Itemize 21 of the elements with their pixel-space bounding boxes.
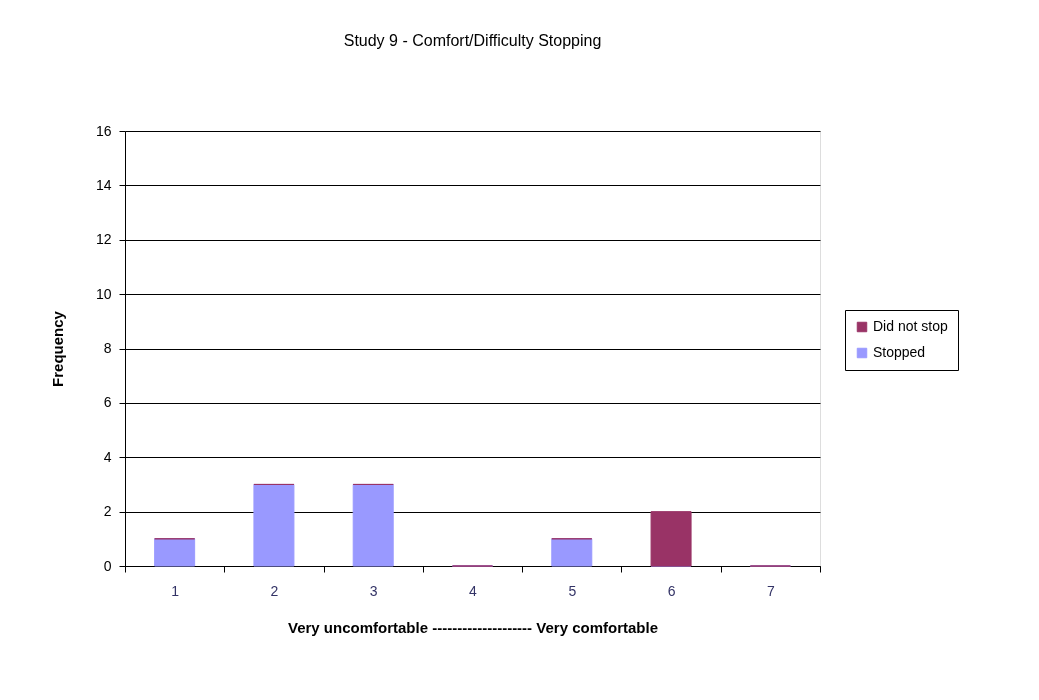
x-tick-label: 7	[766, 582, 775, 599]
y-tick-label: 4	[103, 448, 112, 465]
y-tick-label: 8	[103, 340, 112, 356]
y-tick-label: 10	[95, 285, 112, 302]
x-tick-label: 6	[667, 582, 676, 599]
y-tick-label: 12	[95, 231, 112, 248]
x-tick-label: 4	[469, 582, 478, 599]
y-tick-label: 0	[103, 557, 112, 574]
legend-label: Did not stop	[873, 318, 948, 334]
legend-label: Stopped	[873, 344, 926, 360]
x-tick-label: 3	[369, 582, 378, 599]
chart-title: Study 9 - Comfort/Difficulty Stopping	[343, 32, 602, 49]
y-tick-label: 6	[103, 394, 112, 411]
y-tick-label: 2	[103, 503, 112, 520]
x-tick-label: 1	[171, 582, 180, 599]
y-tick-label: 14	[95, 176, 112, 193]
x-tick-label: 2	[270, 582, 279, 599]
y-axis-title: Frequency	[48, 310, 66, 387]
x-tick-label: 5	[568, 582, 577, 599]
y-tick-label: 16	[95, 122, 112, 139]
x-axis-title: Very uncomfortable -------------------- Very comfortable	[288, 618, 658, 636]
